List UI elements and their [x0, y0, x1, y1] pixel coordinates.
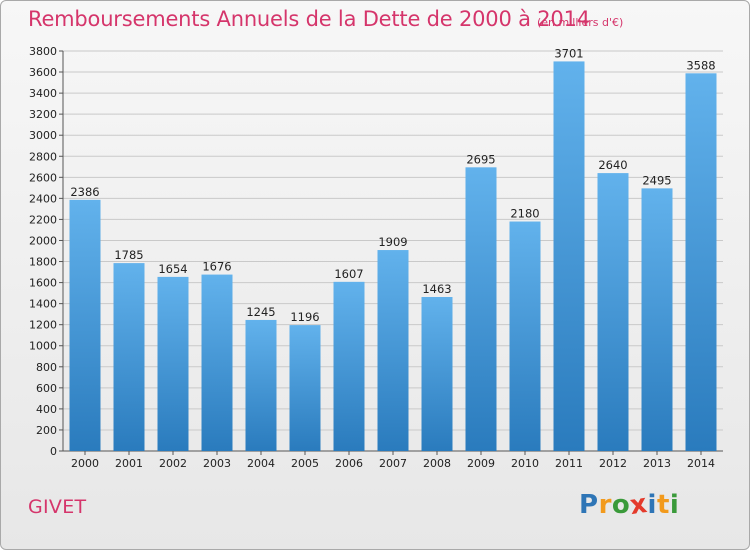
logo-letter: r — [598, 490, 612, 520]
bar-2011 — [553, 61, 585, 451]
y-tick-label: 200 — [36, 424, 57, 437]
y-tick-label: 2600 — [29, 171, 57, 184]
x-tick-label-2009: 2009 — [467, 457, 495, 470]
y-tick-label: 600 — [36, 382, 57, 395]
bar-2002 — [157, 276, 189, 451]
bar-2004 — [245, 319, 277, 451]
bar-2000 — [69, 199, 101, 451]
y-tick-label: 2400 — [29, 192, 57, 205]
y-tick-label: 1600 — [29, 277, 57, 290]
data-label-2009: 2695 — [466, 152, 495, 166]
data-label-2013: 2495 — [642, 173, 671, 187]
x-tick-label-2002: 2002 — [159, 457, 187, 470]
data-labels: 2386 1785 1654 1676 1245 1196 1607 1909 1463 2695… — [70, 46, 715, 324]
data-label-2007: 1909 — [378, 235, 407, 249]
x-tick-label-2007: 2007 — [379, 457, 407, 470]
logo-letter: o — [611, 490, 631, 520]
data-label-2010: 2180 — [510, 207, 539, 221]
y-tick-label: 3600 — [29, 66, 57, 79]
chart-title: Remboursements Annuels de la Dette de 20… — [28, 7, 590, 31]
proxiti-logo: Proxiti — [579, 488, 680, 522]
x-tick-label-2000: 2000 — [71, 457, 99, 470]
data-label-2011: 3701 — [554, 46, 583, 60]
x-tick-label-2012: 2012 — [599, 457, 627, 470]
x-tick-label-2008: 2008 — [423, 457, 451, 470]
logo-letter: i — [669, 490, 680, 520]
y-tick-label: 2000 — [29, 234, 57, 247]
city-name: GIVET — [28, 496, 87, 518]
data-label-2001: 1785 — [114, 248, 143, 262]
y-tick-label: 2800 — [29, 150, 57, 163]
axes: 0 200 400 600 800 1000 1200 1400 1600 1800 2000 220… — [29, 45, 723, 470]
x-tick-label-2010: 2010 — [511, 457, 539, 470]
y-tick-label: 0 — [50, 445, 57, 458]
bar-2003 — [201, 274, 233, 451]
data-label-2003: 1676 — [202, 260, 231, 274]
y-tick-label: 1800 — [29, 256, 57, 269]
bar-2010 — [509, 221, 541, 451]
x-tick-label-2006: 2006 — [335, 457, 363, 470]
y-tick-label: 800 — [36, 361, 57, 374]
y-tick-label: 1400 — [29, 298, 57, 311]
y-tick-label: 3400 — [29, 87, 57, 100]
chart-unit: (en milliers d'€) — [537, 16, 624, 29]
y-tick-label: 3800 — [29, 45, 57, 58]
bar-2001 — [113, 263, 145, 451]
bar-2008 — [421, 297, 453, 451]
bar-2014 — [685, 73, 717, 451]
y-tick-label: 2200 — [29, 213, 57, 226]
logo-letter: i — [647, 490, 657, 520]
data-label-2014: 3588 — [686, 58, 715, 72]
x-tick-label-2004: 2004 — [247, 457, 275, 470]
bar-2006 — [333, 281, 365, 451]
data-label-2012: 2640 — [598, 158, 627, 172]
logo-letter: t — [656, 490, 670, 520]
logo-letter: x — [628, 488, 650, 522]
data-label-2006: 1607 — [334, 267, 363, 281]
x-tick-label-2005: 2005 — [291, 457, 319, 470]
logo-letter: P — [579, 490, 599, 520]
data-label-2005: 1196 — [290, 310, 319, 324]
x-tick-label-2011: 2011 — [555, 457, 583, 470]
y-tick-label: 3200 — [29, 108, 57, 121]
y-tick-label: 3000 — [29, 129, 57, 142]
data-label-2002: 1654 — [158, 262, 187, 276]
bars — [69, 61, 717, 452]
data-label-2004: 1245 — [246, 305, 275, 319]
y-tick-label: 1000 — [29, 340, 57, 353]
x-tick-label-2013: 2013 — [643, 457, 671, 470]
bar-2005 — [289, 325, 321, 451]
bar-2013 — [641, 188, 673, 452]
x-tick-label-2001: 2001 — [115, 457, 143, 470]
bar-2012 — [597, 173, 629, 451]
data-label-2008: 1463 — [422, 282, 451, 296]
bar-2007 — [377, 250, 409, 451]
x-tick-label-2014: 2014 — [687, 457, 715, 470]
bar-2009 — [465, 167, 497, 451]
y-tick-label: 1200 — [29, 319, 57, 332]
x-tick-label-2003: 2003 — [203, 457, 231, 470]
y-tick-label: 400 — [36, 403, 57, 416]
data-label-2000: 2386 — [70, 185, 99, 199]
